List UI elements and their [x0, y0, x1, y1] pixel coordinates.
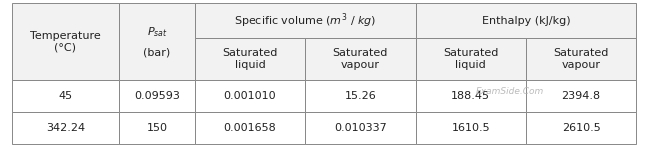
Bar — [12, 112, 119, 144]
Bar — [415, 112, 526, 144]
Bar — [194, 80, 305, 112]
Text: Saturated
vapour: Saturated vapour — [332, 49, 388, 70]
Bar — [415, 38, 526, 80]
Text: Specific volume ($\mathit{m}^3$ / $\mathit{kg}$): Specific volume ($\mathit{m}^3$ / $\math… — [234, 11, 376, 30]
Text: 15.26: 15.26 — [345, 91, 376, 101]
Bar — [12, 3, 119, 80]
Text: 0.09593: 0.09593 — [134, 91, 180, 101]
Bar — [526, 38, 636, 80]
Bar — [526, 112, 636, 144]
Text: 0.001658: 0.001658 — [224, 123, 276, 133]
Bar — [119, 80, 194, 112]
Bar — [415, 80, 526, 112]
Text: Saturated
liquid: Saturated liquid — [443, 49, 498, 70]
Text: Saturated
vapour: Saturated vapour — [553, 49, 609, 70]
Text: $\mathit{P}_{sat}$: $\mathit{P}_{sat}$ — [146, 25, 167, 39]
Text: 45: 45 — [58, 91, 73, 101]
Text: (bar): (bar) — [143, 48, 170, 58]
Bar — [194, 3, 415, 38]
Text: 1610.5: 1610.5 — [452, 123, 490, 133]
Text: 2394.8: 2394.8 — [562, 91, 601, 101]
Text: 0.001010: 0.001010 — [224, 91, 276, 101]
Bar — [305, 112, 415, 144]
Text: ExamSide.Com: ExamSide.Com — [476, 87, 544, 96]
Text: 150: 150 — [146, 123, 167, 133]
Text: 0.010337: 0.010337 — [334, 123, 387, 133]
Bar — [415, 3, 636, 38]
Text: Enthalpy (kJ/kg): Enthalpy (kJ/kg) — [481, 16, 570, 26]
Text: 342.24: 342.24 — [46, 123, 85, 133]
Bar — [194, 38, 305, 80]
Text: Temperature
(°C): Temperature (°C) — [30, 31, 101, 52]
Text: Saturated
liquid: Saturated liquid — [222, 49, 277, 70]
Bar — [305, 80, 415, 112]
Text: 188.45: 188.45 — [451, 91, 491, 101]
Bar — [194, 112, 305, 144]
Bar — [119, 112, 194, 144]
Bar — [305, 38, 415, 80]
Bar — [526, 80, 636, 112]
Bar — [12, 80, 119, 112]
Text: 2610.5: 2610.5 — [562, 123, 601, 133]
Bar — [119, 3, 194, 80]
